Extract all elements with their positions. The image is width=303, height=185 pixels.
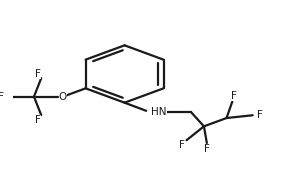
Text: F: F — [231, 91, 237, 101]
Text: O: O — [59, 92, 67, 102]
Text: F: F — [0, 92, 4, 102]
Text: F: F — [35, 115, 41, 125]
Text: F: F — [179, 140, 185, 150]
Text: F: F — [35, 68, 41, 79]
Text: HN: HN — [151, 107, 167, 117]
Text: F: F — [257, 110, 263, 120]
Text: F: F — [204, 144, 210, 154]
